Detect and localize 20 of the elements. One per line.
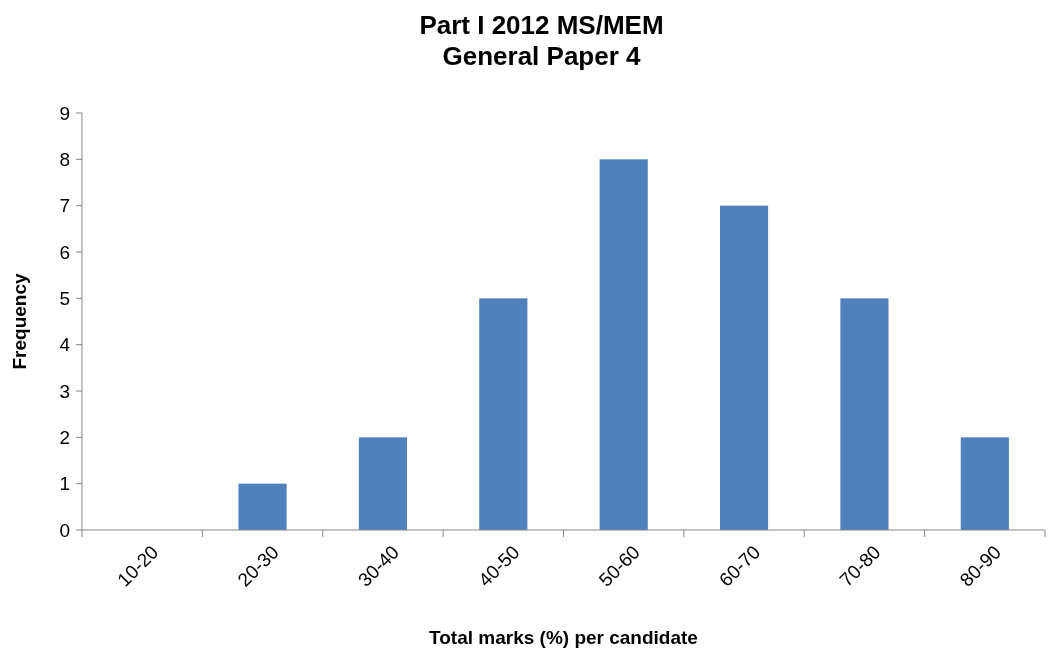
- x-axis-title: Total marks (%) per candidate: [429, 627, 698, 648]
- y-tick-label: 1: [59, 473, 70, 495]
- chart-title: Part I 2012 MS/MEM General Paper 4: [419, 10, 664, 71]
- bar: [840, 298, 889, 530]
- y-tick-label: 6: [59, 241, 70, 263]
- y-tick-label: 7: [59, 195, 70, 217]
- y-axis-title: Frequency: [9, 273, 30, 370]
- bar: [238, 483, 287, 530]
- y-tick-label: 2: [59, 426, 70, 448]
- bar: [960, 437, 1009, 530]
- y-tick-label: 5: [59, 287, 70, 309]
- y-tick-label: 4: [59, 334, 71, 356]
- bar: [599, 159, 648, 530]
- y-tick-label: 0: [59, 519, 70, 541]
- y-tick-label: 9: [59, 102, 70, 124]
- bar: [479, 298, 528, 530]
- bar: [358, 437, 408, 530]
- y-tick-label: 3: [59, 380, 70, 402]
- bar: [719, 205, 769, 530]
- y-tick-label: 8: [59, 148, 70, 170]
